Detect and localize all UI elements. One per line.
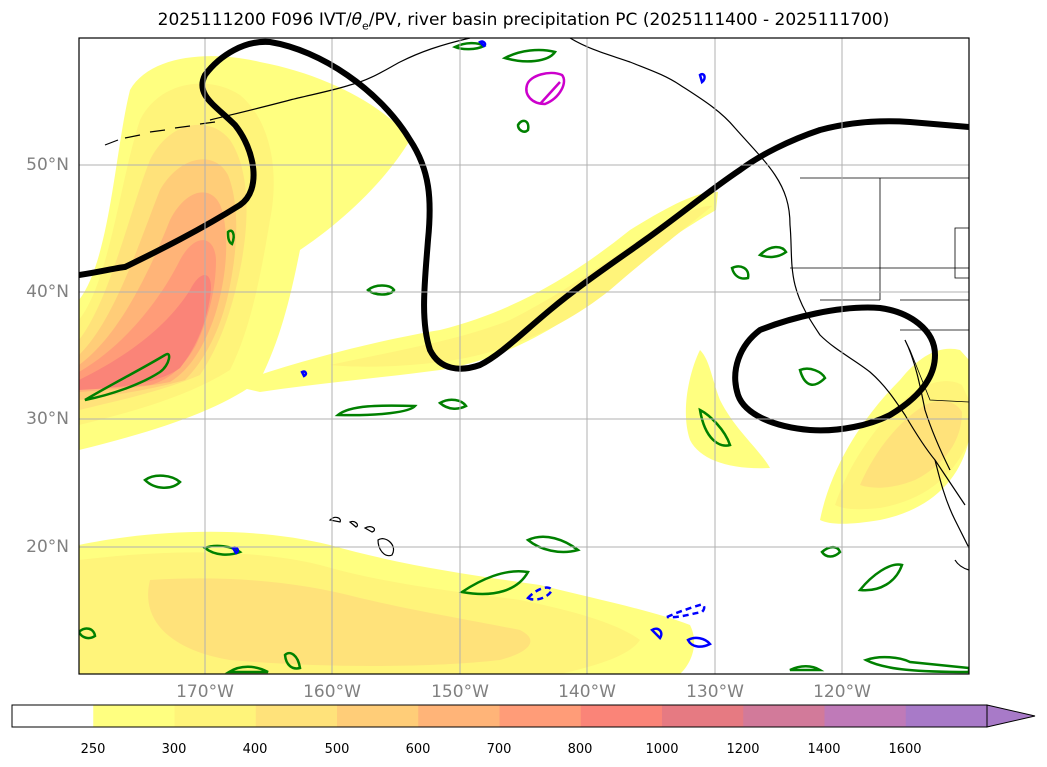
green-contour-u [79, 627, 97, 640]
colorbar-cell [662, 705, 744, 727]
colorbar-tick: 500 [324, 742, 350, 757]
colorbar-tick: 800 [567, 742, 593, 757]
gulf-of-california-coast [904, 339, 951, 471]
colorbar-cell [337, 705, 419, 727]
colorbar [11, 704, 1036, 728]
colorbar-tick: 250 [80, 742, 106, 757]
colorbar-tick: 1400 [807, 742, 841, 757]
colorbar-cell [580, 705, 663, 727]
green-contour-n [458, 569, 530, 596]
green-contour-h [698, 407, 732, 447]
pv-contours [231, 40, 712, 648]
colorbar-tick: 400 [242, 742, 268, 757]
lat-label-40n: 40°N [26, 282, 69, 302]
lat-label-50n: 50°N [26, 155, 69, 175]
colorbar-cell [12, 705, 94, 727]
green-contour-plume [84, 352, 171, 402]
lat-label-30n: 30°N [26, 409, 69, 429]
aleutian-islands [104, 121, 216, 146]
green-contour-t [224, 665, 269, 674]
colorbar-tick: 300 [161, 742, 187, 757]
lon-label-160w: 160°W [303, 682, 361, 702]
green-contour-e [501, 48, 558, 63]
green-contour-b [334, 404, 418, 417]
green-contour-c [437, 398, 468, 410]
colorbar-cell [174, 705, 257, 727]
green-contour-k [757, 245, 788, 259]
state-borders [790, 177, 969, 403]
chart-title: 2025111200 F096 IVT/θe/PV, river basin p… [157, 10, 890, 33]
colorbar-cell [824, 705, 907, 727]
theta-e-contours [79, 41, 969, 674]
green-contour-v [789, 665, 825, 672]
green-contour-d [143, 474, 182, 489]
green-contour-i [798, 367, 827, 386]
pv-contour-main [79, 38, 969, 372]
colorbar-cell [418, 705, 500, 727]
map-frame [78, 37, 970, 675]
colorbar-tick: 1000 [645, 742, 679, 757]
ivt-band-south [79, 531, 695, 674]
blue-contour-a [666, 603, 706, 619]
green-contour-l [226, 229, 235, 246]
green-contour-g [516, 119, 530, 133]
colorbar-cell [743, 705, 825, 727]
gridlines [79, 38, 969, 674]
central-america-coast [954, 559, 969, 571]
blue-contour-h [478, 40, 487, 48]
lon-label-140w: 140°W [558, 682, 616, 702]
blue-contour-g [231, 546, 240, 555]
ivt-coastal [685, 348, 969, 524]
green-contour-o [857, 563, 904, 592]
colorbar-tick: 700 [486, 742, 512, 757]
green-contour-q [202, 544, 243, 556]
colorbar-tick: 1200 [726, 742, 760, 757]
colorbar-extend-arrow [986, 704, 1036, 728]
green-contour-s [283, 651, 302, 670]
colorbar-cell [255, 705, 338, 727]
colorbar-cell [905, 705, 988, 727]
mexico-coast [934, 459, 969, 549]
blue-contour-f [300, 370, 308, 378]
colorbar-tick: 600 [405, 742, 431, 757]
hawaii-islands [328, 516, 395, 557]
pv-contour-closed [732, 304, 939, 434]
green-contour-a [366, 284, 396, 296]
magenta-contour [525, 71, 566, 106]
blue-contour-b [650, 627, 663, 640]
coastlines [104, 38, 969, 571]
lon-label-120w: 120°W [813, 682, 871, 702]
lat-label-20n: 20°N [26, 537, 69, 557]
colorbar-tick: 1600 [888, 742, 922, 757]
lon-label-170w: 170°W [176, 682, 234, 702]
green-contour-r [820, 545, 842, 558]
lon-label-150w: 150°W [431, 682, 489, 702]
blue-contour-e [698, 73, 706, 85]
north-american-coast [569, 38, 966, 506]
colorbar-cell [499, 705, 582, 727]
alaska-peninsula-coast [209, 38, 471, 121]
canada-border [954, 227, 969, 279]
green-contour-j [730, 265, 750, 280]
lon-label-130w: 130°W [686, 682, 744, 702]
colorbar-cell [93, 705, 175, 727]
blue-contour-c [686, 636, 712, 648]
